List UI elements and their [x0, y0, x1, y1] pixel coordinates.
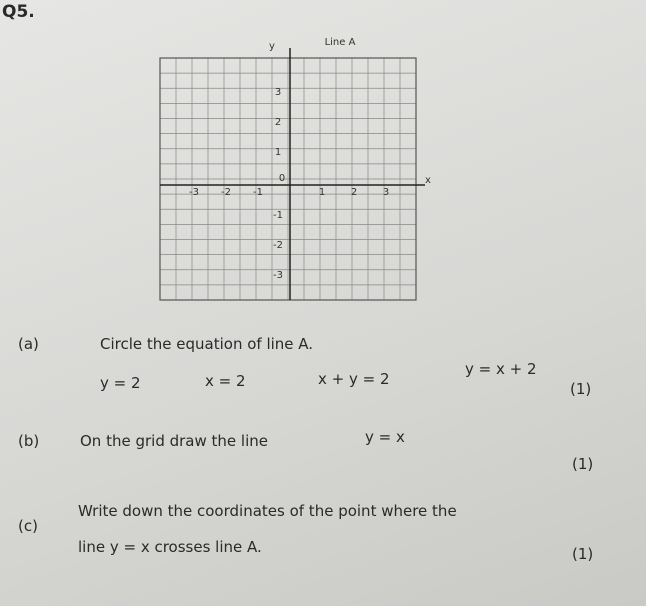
- x-tick-label: 3: [383, 187, 389, 198]
- x-tick-label: 2: [351, 187, 357, 198]
- y-tick-label: 2: [275, 117, 281, 128]
- equation: y = x: [365, 428, 405, 446]
- option: x + y = 2: [318, 370, 390, 388]
- option: y = 2: [100, 374, 141, 392]
- grid: y x Line A 0 -3 -2 -1 1 2 3 3 2 1 -1 -2 -3: [159, 37, 431, 301]
- part-label: (c): [18, 517, 38, 535]
- y-tick-label: 3: [275, 87, 281, 98]
- part-text: On the grid draw the line: [80, 432, 268, 450]
- marks: (1): [570, 380, 592, 398]
- y-axis-label: y: [269, 41, 275, 52]
- grid-border: [159, 57, 417, 301]
- x-tick-label: -1: [253, 187, 263, 198]
- y-tick-label: -1: [273, 210, 283, 221]
- grid-lines: [159, 57, 417, 301]
- marks: (1): [572, 545, 594, 563]
- marks: (1): [572, 455, 594, 473]
- part-label: (a): [18, 335, 39, 353]
- x-tick-label: -2: [221, 187, 231, 198]
- x-tick-label: -3: [189, 187, 199, 198]
- part-text: line y = x crosses line A.: [78, 538, 262, 556]
- x-tick-label: 1: [319, 187, 325, 198]
- question-number: Q5.: [2, 2, 35, 22]
- part-text: Write down the coordinates of the point …: [78, 502, 457, 520]
- line-label: Line A: [325, 37, 356, 48]
- y-tick-label: 1: [275, 147, 281, 158]
- y-tick-label: -3: [273, 270, 283, 281]
- origin-label: 0: [279, 173, 285, 184]
- option: y = x + 2: [465, 360, 537, 378]
- option: x = 2: [205, 372, 246, 390]
- part-label: (b): [18, 432, 40, 450]
- part-text: Circle the equation of line A.: [100, 335, 314, 353]
- x-axis-label: x: [425, 175, 431, 186]
- y-tick-label: -2: [273, 240, 283, 251]
